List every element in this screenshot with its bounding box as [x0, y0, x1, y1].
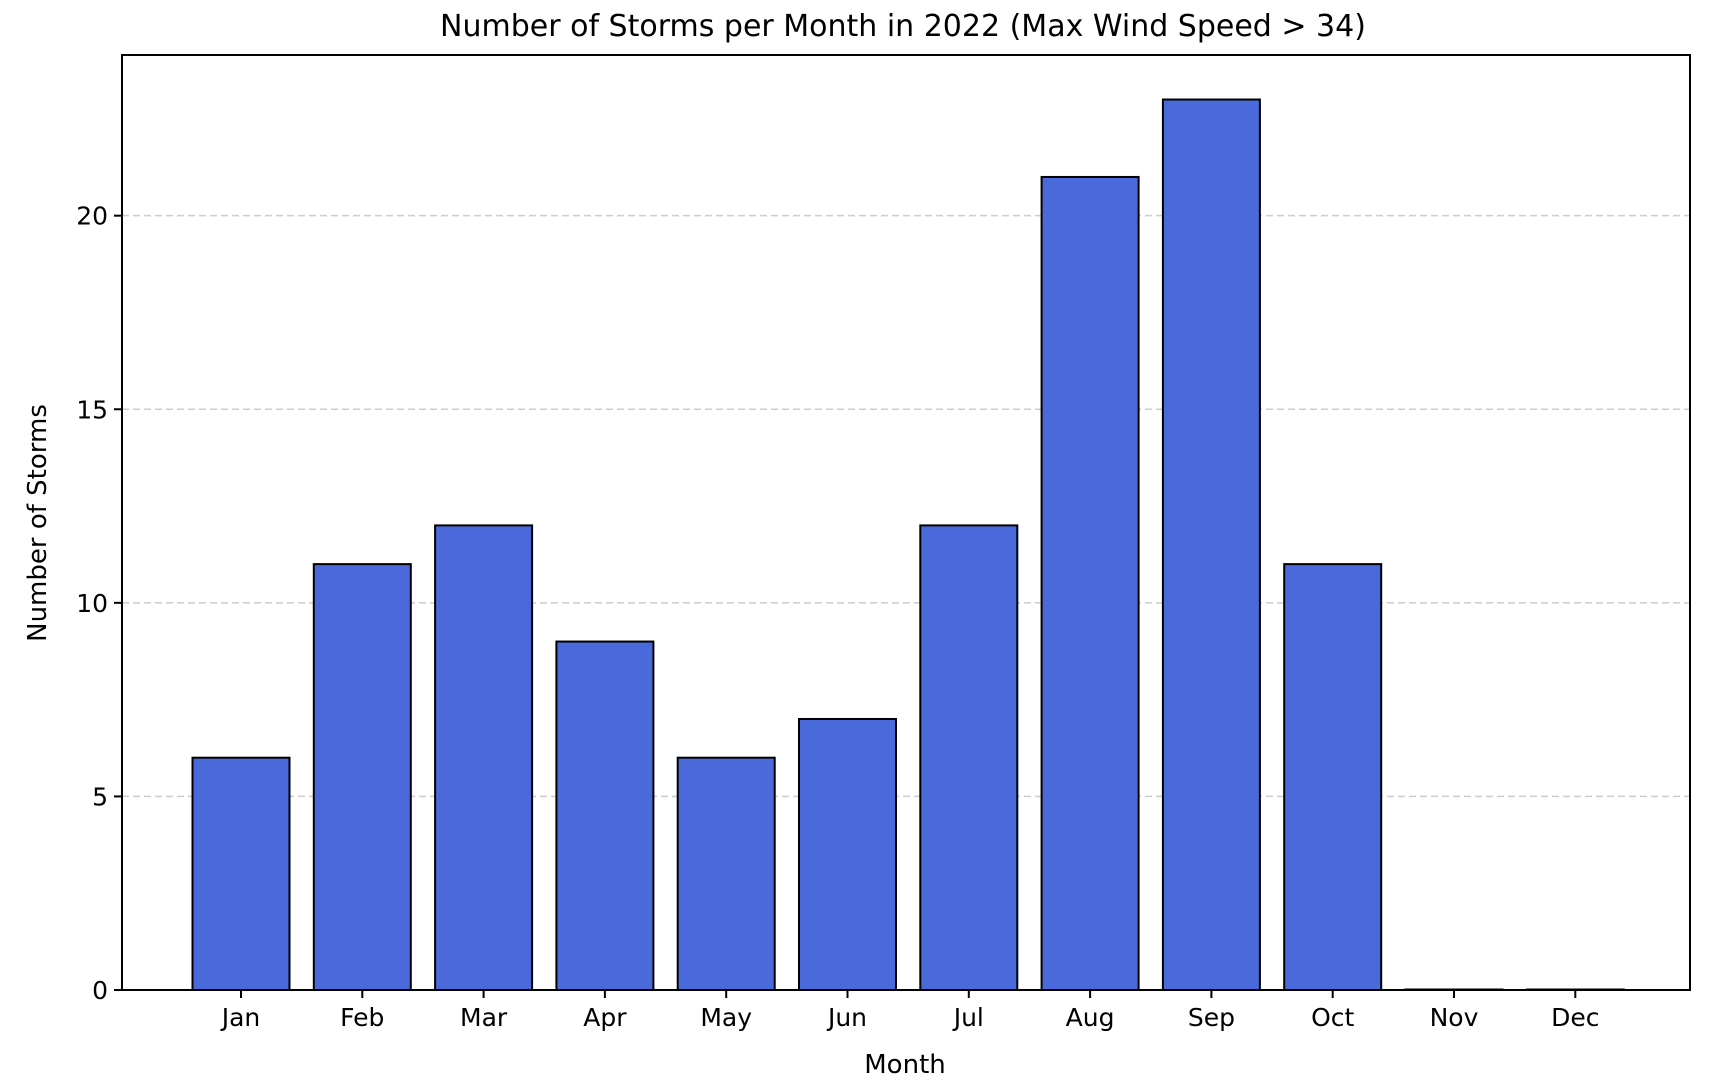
bar-mar: [434, 524, 534, 992]
bar-sep: [1161, 98, 1261, 992]
x-tick-label-oct: Oct: [1311, 1003, 1354, 1032]
bar-may: [676, 756, 776, 991]
x-tick-label-sep: Sep: [1188, 1003, 1235, 1032]
y-tick-label: 5: [92, 782, 108, 811]
bar-oct: [1283, 563, 1383, 991]
bar-jun: [798, 717, 897, 992]
x-tick-label-may: May: [700, 1003, 752, 1032]
x-axis-ticks: Jan Feb Mar Apr May Jun Jul Aug Sep Oct Nov Dec: [220, 990, 1599, 1032]
y-tick-label: 10: [76, 589, 108, 618]
x-tick-label-dec: Dec: [1551, 1003, 1599, 1032]
plot-frame: [121, 54, 1691, 991]
x-axis-label: Month: [864, 1050, 946, 1080]
axes: [121, 54, 1691, 991]
bar-jan: [191, 756, 291, 991]
bar-aug: [1040, 175, 1140, 991]
y-axis-ticks: 0 5 10 15 20: [76, 202, 122, 1005]
x-tick-label-apr: Apr: [583, 1003, 627, 1032]
y-axis-label: Number of Storms: [23, 404, 53, 642]
y-tick-label: 15: [76, 395, 108, 424]
bar-apr: [555, 640, 655, 991]
x-tick-label-aug: Aug: [1066, 1003, 1115, 1032]
bar-jul: [919, 524, 1019, 992]
gridlines: [122, 214, 1690, 798]
x-tick-label-mar: Mar: [460, 1003, 508, 1032]
x-tick-label-nov: Nov: [1430, 1003, 1479, 1032]
x-tick-label-jul: Jul: [952, 1003, 984, 1032]
x-tick-label-jun: Jun: [826, 1003, 867, 1032]
bars: [191, 98, 1625, 992]
y-tick-label: 20: [76, 202, 108, 231]
chart-title: Number of Storms per Month in 2022 (Max …: [440, 9, 1366, 44]
x-tick-label-jan: Jan: [220, 1003, 261, 1032]
y-tick-label: 0: [92, 976, 108, 1005]
x-tick-label-feb: Feb: [340, 1003, 384, 1032]
bar-feb: [312, 563, 412, 991]
